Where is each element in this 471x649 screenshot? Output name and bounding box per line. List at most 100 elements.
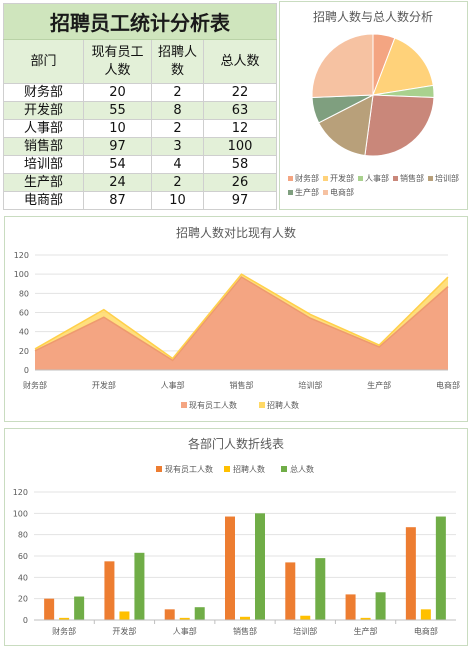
pie-legend-label: 财务部 [295, 173, 319, 183]
table-row: 培训部 54 4 58 [3, 155, 277, 174]
pie-chart-panel: 招聘人数与总人数分析 财务部 开发部 人事部 销售部 培训部 生产部 电商部 [279, 1, 468, 210]
cell-total: 97 [203, 191, 277, 210]
pie-legend-swatch [428, 176, 433, 181]
cell-recruit: 8 [151, 101, 204, 120]
bar-y-tick: 100 [13, 509, 28, 518]
bar-cat4-series2 [315, 558, 326, 620]
cell-recruit: 2 [151, 173, 204, 192]
cell-recruit: 2 [151, 119, 204, 138]
pie-legend-label: 生产部 [295, 187, 319, 197]
bar-legend-label: 总人数 [290, 464, 314, 474]
pie-legend-label: 培训部 [435, 173, 459, 183]
pie-legend-swatch [323, 190, 328, 195]
bar-cat3-series1 [240, 616, 250, 620]
bar-legend-swatch [156, 466, 162, 472]
bar-x-tick: 生产部 [354, 626, 378, 636]
bar-cat6-series1 [420, 609, 431, 620]
cell-current: 20 [83, 83, 152, 102]
cell-current: 97 [83, 137, 152, 156]
bar-x-tick: 培训部 [293, 626, 317, 636]
bar-cat0-series2 [74, 596, 85, 620]
bar-y-tick: 0 [23, 616, 28, 625]
pie-chart-title: 招聘人数与总人数分析 [313, 9, 433, 24]
bar-y-tick: 80 [18, 531, 28, 540]
bar-x-tick: 电商部 [414, 626, 438, 636]
header-recruit-line2: 数 [170, 62, 184, 78]
bar-cat2-series2 [194, 607, 205, 620]
area-series-current-edge [34, 276, 449, 362]
bar-cat1-series2 [134, 552, 145, 620]
area-y-tick: 20 [19, 347, 29, 356]
cell-dept: 开发部 [3, 101, 84, 120]
pie-slice-cat6 [311, 33, 374, 99]
cell-dept: 销售部 [3, 137, 84, 156]
pie-legend-swatch [288, 176, 293, 181]
area-y-tick: 40 [19, 328, 29, 337]
header-total: 总人数 [203, 39, 277, 84]
cell-current: 87 [83, 191, 152, 210]
area-y-tick: 0 [24, 366, 29, 375]
table-row: 人事部 10 2 12 [3, 119, 277, 138]
area-x-tick: 培训部 [298, 380, 322, 390]
cell-current: 10 [83, 119, 152, 138]
pie-legend-label: 销售部 [400, 173, 424, 183]
cell-total: 58 [203, 155, 277, 174]
table-title: 招聘员工统计分析表 [3, 3, 277, 40]
cell-total: 100 [203, 137, 277, 156]
area-x-tick: 生产部 [367, 380, 391, 390]
header-current-line1: 现有员工 [91, 44, 144, 60]
pie-legend-label: 人事部 [365, 173, 389, 183]
area-chart-panel: 招聘人数对比现有人数 0 20 40 60 80 100 120 财务部 开发部 人事部 销售部 培训… [4, 216, 468, 422]
area-x-tick: 销售部 [230, 380, 254, 390]
table-row: 开发部 55 8 63 [3, 101, 277, 120]
area-legend-swatch [181, 402, 187, 408]
bar-legend-label: 招聘人数 [233, 464, 265, 474]
bar-x-tick: 财务部 [52, 626, 76, 636]
area-y-tick: 80 [19, 289, 29, 298]
header-recruit-line1: 招聘人 [157, 44, 197, 60]
bar-cat0-series0 [44, 598, 55, 620]
area-legend-swatch [259, 402, 265, 408]
pie-slice-cat1 [372, 37, 434, 96]
cell-total: 26 [203, 173, 277, 192]
cell-recruit: 3 [151, 137, 204, 156]
bar-x-tick: 销售部 [233, 626, 257, 636]
bar-y-tick: 60 [18, 552, 28, 561]
pie-slice-cat4 [318, 94, 374, 157]
area-chart-title: 招聘人数对比现有人数 [176, 225, 296, 240]
bar-y-tick: 120 [13, 488, 28, 497]
area-x-tick: 人事部 [161, 380, 185, 390]
area-x-tick: 电商部 [436, 380, 460, 390]
bar-legend-label: 现有员工人数 [165, 464, 213, 474]
cell-dept: 培训部 [3, 155, 84, 174]
stats-table-panel: 招聘员工统计分析表 部门 现有员工人数 招聘人数 总人数 财务部 20 2 22… [3, 3, 277, 210]
area-y-tick: 60 [19, 309, 29, 318]
bar-cat5-series1 [360, 617, 371, 620]
area-legend-label: 现有员工人数 [189, 400, 237, 410]
cell-dept: 人事部 [3, 119, 84, 138]
table-row: 销售部 97 3 100 [3, 137, 277, 156]
bar-cat4-series0 [285, 562, 296, 620]
area-x-tick: 开发部 [92, 380, 116, 390]
table-row: 电商部 87 10 97 [3, 191, 277, 210]
cell-current: 54 [83, 155, 152, 174]
cell-total: 12 [203, 119, 277, 138]
area-y-tick: 100 [14, 270, 29, 279]
cell-dept: 电商部 [3, 191, 84, 210]
area-x-tick: 财务部 [23, 380, 47, 390]
bar-cat2-series1 [179, 617, 190, 620]
cell-dept: 生产部 [3, 173, 84, 192]
bar-cat1-series1 [119, 611, 130, 620]
bar-cat1-series0 [104, 561, 115, 620]
bar-cat0-series1 [59, 617, 70, 620]
bar-x-tick: 开发部 [112, 626, 136, 636]
cell-recruit: 10 [151, 191, 204, 210]
header-total-text: 总人数 [220, 53, 260, 69]
bar-cat5-series0 [345, 594, 356, 620]
pie-legend-swatch [393, 176, 398, 181]
cell-recruit: 4 [151, 155, 204, 174]
header-dept: 部门 [3, 39, 84, 84]
header-current-line2: 人数 [104, 62, 131, 78]
table-row: 财务部 20 2 22 [3, 83, 277, 102]
header-recruit: 招聘人数 [151, 39, 204, 84]
